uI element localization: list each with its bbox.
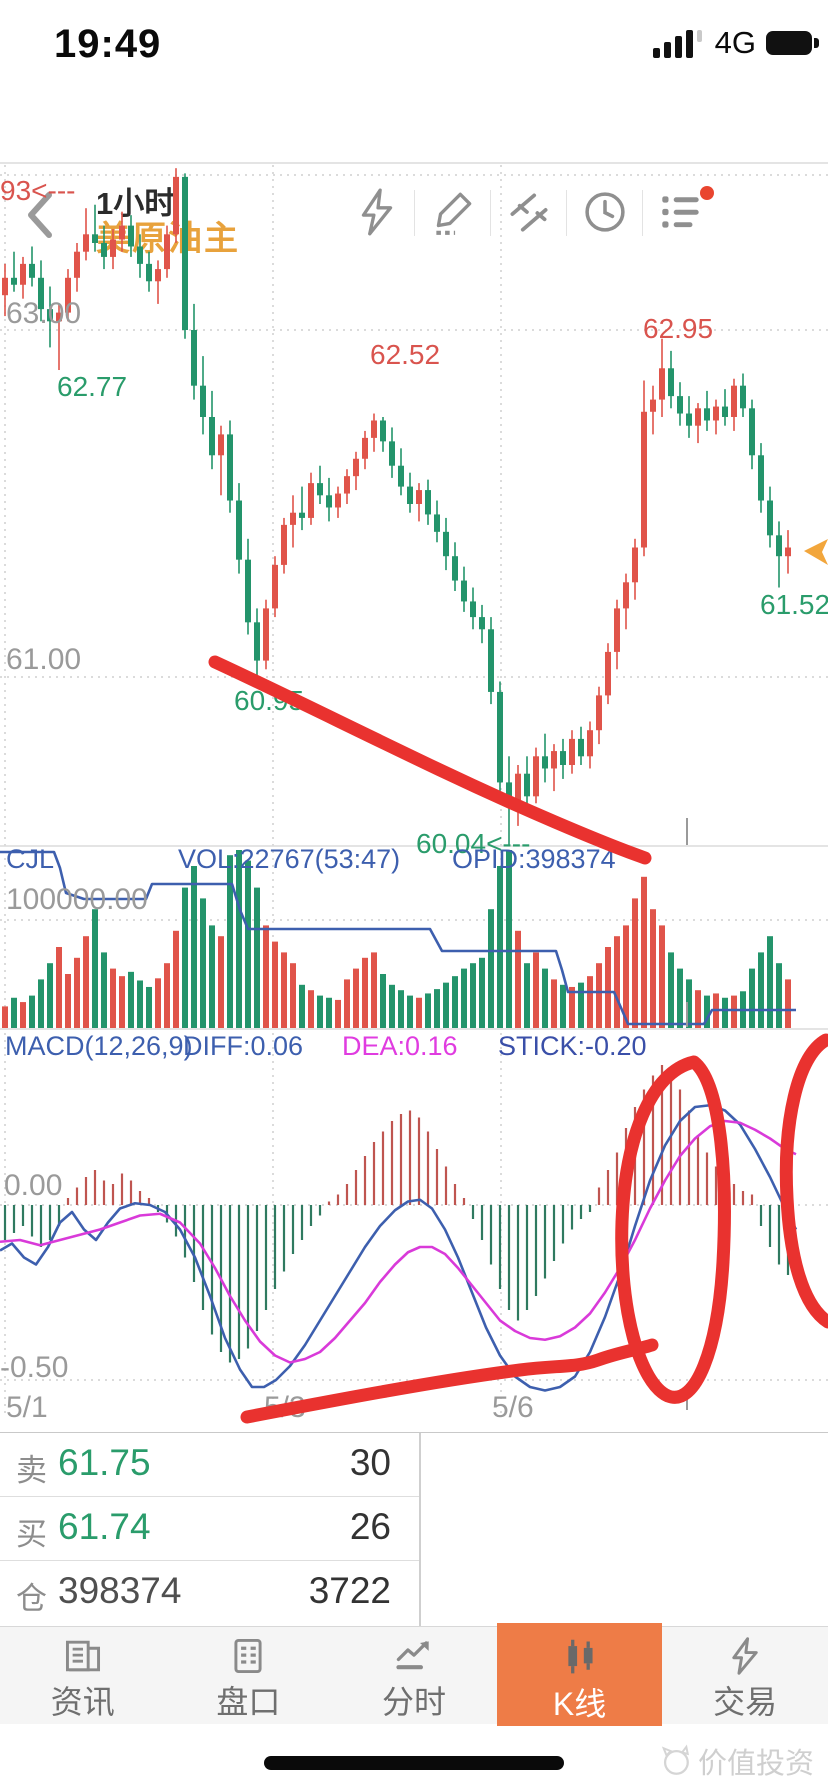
cellular-signal-icon [652, 30, 702, 58]
draw-tool-button[interactable] [428, 186, 478, 238]
clock-icon [585, 192, 625, 232]
ask-qty: 30 [349, 1442, 391, 1483]
battery-icon [766, 31, 819, 55]
tab-label: K线 [552, 1685, 607, 1722]
status-bar: 19:49 4G [0, 0, 828, 90]
ask-label: 卖 [16, 1453, 47, 1488]
timeframe-label: 1小时 [96, 186, 176, 221]
timeline-icon [396, 1641, 429, 1670]
bid-price: 61.74 [58, 1506, 151, 1547]
tab-label: 分时 [381, 1684, 446, 1720]
open-interest-row[interactable]: 仓 398374 3722 [0, 1560, 419, 1623]
position-change-qty: 3722 [308, 1570, 391, 1611]
flash-order-button[interactable] [352, 186, 402, 238]
trendline-tool-button[interactable] [504, 186, 554, 238]
tab-label: 资讯 [50, 1684, 115, 1720]
home-indicator [264, 1756, 564, 1770]
orderbook-icon [234, 1638, 262, 1674]
bid-row[interactable]: 买 61.74 26 [0, 1496, 419, 1559]
indicator-list-button[interactable] [656, 186, 706, 238]
tab-timeline[interactable]: 分时 [331, 1627, 497, 1724]
toolbar-divider [414, 190, 415, 236]
toolbar-divider [490, 190, 491, 236]
back-button[interactable] [18, 188, 62, 244]
history-time-button[interactable] [580, 186, 630, 238]
candlestick-chart-svg [0, 162, 828, 1418]
trade-lightning-icon [732, 1637, 758, 1675]
ask-price: 61.75 [58, 1442, 151, 1483]
kline-icon [567, 1639, 593, 1673]
trendline-icon [510, 193, 548, 232]
tab-label: 盘口 [216, 1684, 281, 1720]
lightning-icon [361, 188, 393, 236]
status-time: 19:49 [54, 22, 162, 66]
bid-label: 买 [16, 1517, 47, 1552]
notification-dot [700, 186, 714, 200]
tab-orderbook[interactable]: 盘口 [166, 1627, 332, 1724]
news-icon [65, 1640, 100, 1672]
ask-row[interactable]: 卖 61.75 30 [0, 1433, 419, 1495]
quote-panel: 卖 61.75 30 买 61.74 26 仓 398374 3722 61.7… [0, 1432, 828, 1629]
network-type-label: 4G [714, 25, 756, 60]
watermark-logo-icon [661, 1744, 690, 1775]
position-label: 仓 [16, 1581, 47, 1616]
tab-news[interactable]: 资讯 [0, 1627, 166, 1724]
tab-trade[interactable]: 交易 [662, 1627, 828, 1724]
open-interest-value: 398374 [58, 1570, 182, 1611]
kline-chart[interactable]: 93<--- 63.00 62.77 62.52 62.95 61.00 60.95 60.0… [0, 0, 828, 1432]
panel-divider [419, 1433, 421, 1629]
pencil-icon [436, 192, 472, 235]
watermark-text: 价值投资 [697, 1748, 814, 1780]
list-icon [662, 196, 699, 228]
watermark: 价值投资 [658, 1740, 814, 1782]
toolbar-divider [566, 190, 567, 236]
tab-kline[interactable]: K线 [496, 1622, 663, 1726]
tab-label: 交易 [713, 1684, 778, 1720]
bottom-tab-bar: 资讯 盘口 分时 K线 [0, 1622, 828, 1726]
chevron-left-icon [28, 191, 52, 238]
toolbar-divider [642, 190, 643, 236]
bid-qty: 26 [349, 1506, 391, 1547]
